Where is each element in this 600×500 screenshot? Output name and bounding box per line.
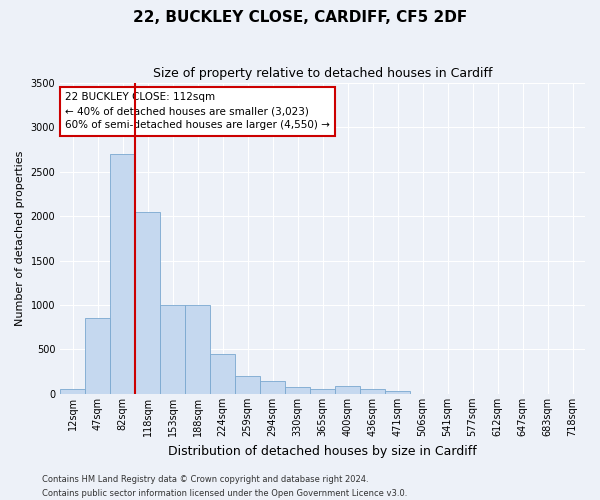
Bar (385, 391, 410, 394)
Bar (60, 389, 85, 394)
Text: 22, BUCKLEY CLOSE, CARDIFF, CF5 2DF: 22, BUCKLEY CLOSE, CARDIFF, CF5 2DF (133, 10, 467, 25)
Y-axis label: Number of detached properties: Number of detached properties (15, 151, 25, 326)
Bar (85, 318, 110, 394)
Text: Contains HM Land Registry data © Crown copyright and database right 2024.
Contai: Contains HM Land Registry data © Crown c… (42, 476, 407, 498)
Bar (310, 388, 335, 394)
Bar (360, 389, 385, 394)
Title: Size of property relative to detached houses in Cardiff: Size of property relative to detached ho… (153, 68, 493, 80)
Bar (235, 376, 260, 394)
Bar (285, 387, 310, 394)
Bar (260, 382, 285, 394)
Text: 22 BUCKLEY CLOSE: 112sqm
← 40% of detached houses are smaller (3,023)
60% of sem: 22 BUCKLEY CLOSE: 112sqm ← 40% of detach… (65, 92, 330, 130)
X-axis label: Distribution of detached houses by size in Cardiff: Distribution of detached houses by size … (168, 444, 477, 458)
Bar (210, 354, 235, 394)
Bar (335, 386, 360, 394)
Bar (160, 305, 185, 394)
Bar (110, 154, 135, 394)
Bar (185, 305, 210, 394)
Bar (135, 212, 160, 394)
